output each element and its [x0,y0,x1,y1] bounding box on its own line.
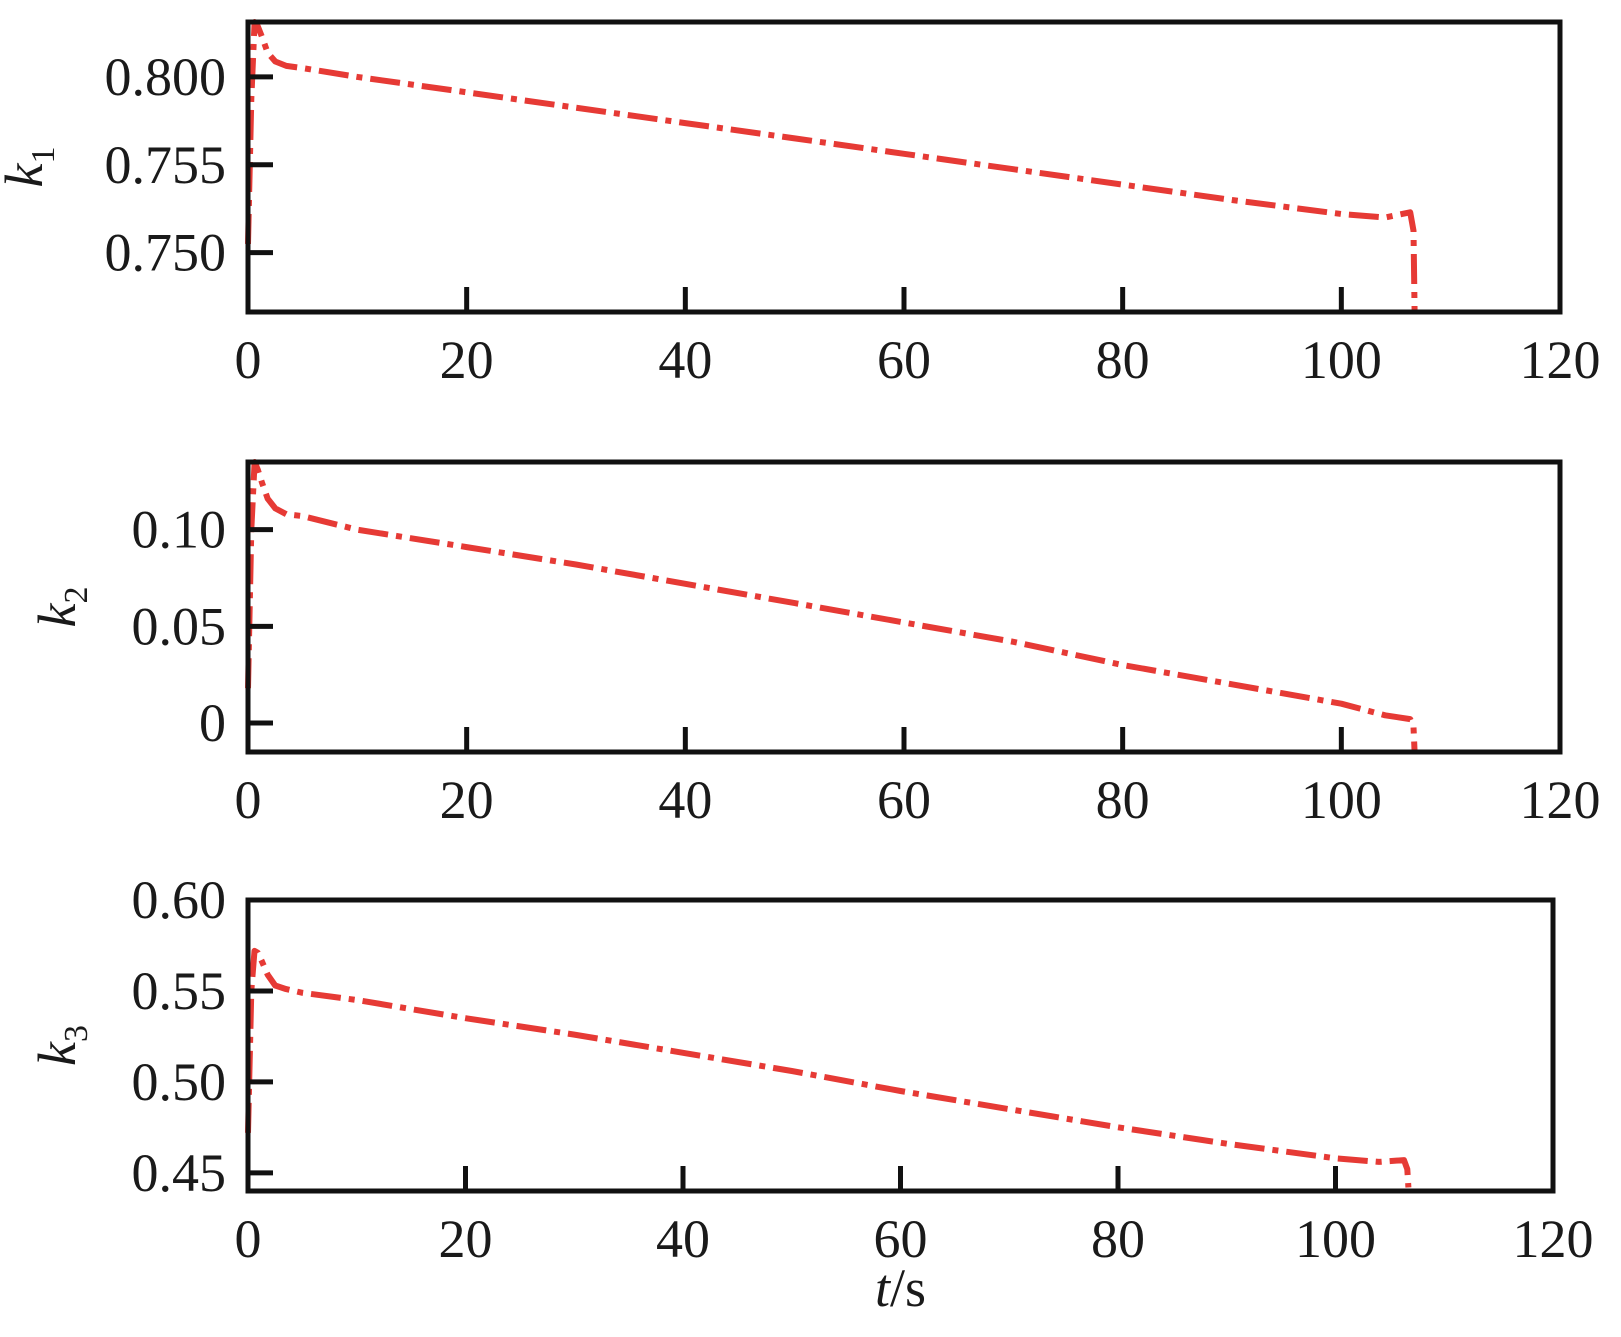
panel-1: 0 20 40 60 80 100 120 0.800 0.755 0.750 k1 [0,19,1601,390]
x-tick-label-1-1: 20 [440,330,494,390]
y-axis-label-sub-1: 1 [25,147,62,164]
series-line-3-1 [245,947,1412,1188]
x-tick-label-2-3: 60 [877,770,931,830]
x-tick-label-1-6: 120 [1520,330,1601,390]
series-line-2-1 [245,459,1418,753]
y-tick-label-3-3: 0.45 [132,1143,227,1203]
y-tick-label-2-2: 0 [199,693,226,753]
y-axis-label-2: k2 [27,587,95,628]
x-tick-label-2-4: 80 [1096,770,1150,830]
y-axis-label-var-1: k [0,162,54,187]
x-tick-label-1-2: 40 [658,330,712,390]
x-tick-label-1-3: 60 [877,330,931,390]
x-tick-label-1-4: 80 [1096,330,1150,390]
plot-frame-2 [245,459,1563,755]
y-tick-label-3-0: 0.60 [132,870,227,930]
y-axis-label-var-3: k [27,1041,87,1066]
x-tick-label-3-0: 0 [235,1209,262,1269]
x-axis-label: t/s [875,1258,926,1318]
x-tick-label-2-0: 0 [235,770,262,830]
y-tick-label-1-2: 0.750 [105,223,227,283]
y-tick-label-3-1: 0.55 [132,961,227,1021]
y-tick-label-2-0: 0.10 [132,500,227,560]
x-tick-label-3-6: 120 [1513,1209,1594,1269]
x-tick-label-2-6: 120 [1520,770,1601,830]
x-tick-label-3-1: 20 [439,1209,493,1269]
x-tick-label-2-2: 40 [658,770,712,830]
series-line-1-1 [245,19,1418,313]
x-tick-label-1-0: 0 [235,330,262,390]
panel-3: 0 20 40 60 80 100 120 0.60 0.55 0.50 0.45 k3 t/s [27,870,1594,1318]
y-tick-label-2-1: 0.05 [132,596,227,656]
y-axis-label-1: k1 [0,147,62,188]
x-tick-label-3-3: 60 [874,1209,928,1269]
x-axis-label-var: t [875,1258,892,1318]
x-tick-label-2-1: 20 [440,770,494,830]
y-tick-label-3-2: 0.50 [132,1052,227,1112]
x-tick-label-2-5: 100 [1301,770,1382,830]
x-tick-label-3-5: 100 [1295,1209,1376,1269]
x-tick-label-3-2: 40 [656,1209,710,1269]
x-axis-label-unit: /s [890,1258,926,1318]
panel-2: 0 20 40 60 80 100 120 0.10 0.05 0 k2 [27,459,1601,830]
y-axis-label-3: k3 [27,1025,95,1066]
plot-frame-3 [245,897,1556,1194]
x-tick-label-1-5: 100 [1301,330,1382,390]
x-tick-label-3-4: 80 [1091,1209,1145,1269]
plot-frame-1 [245,19,1563,315]
y-axis-label-var-2: k [27,602,87,627]
y-axis-label-sub-2: 2 [58,587,95,604]
y-axis-label-sub-3: 3 [58,1025,95,1042]
y-tick-label-1-0: 0.800 [105,47,227,107]
y-tick-label-1-1: 0.755 [105,135,227,195]
